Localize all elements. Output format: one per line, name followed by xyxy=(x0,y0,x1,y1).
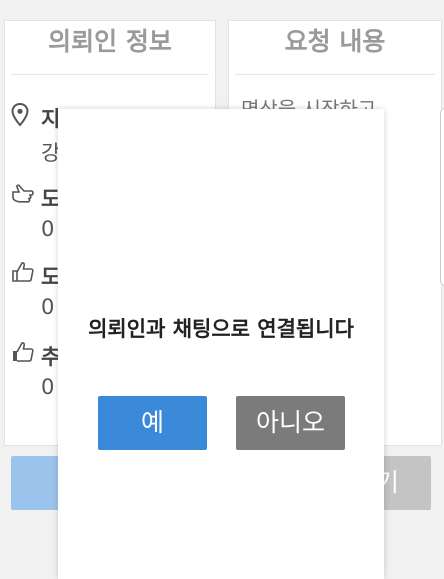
location-pin-icon xyxy=(11,102,33,129)
info-value: 0 xyxy=(41,375,55,399)
info-label: 지 xyxy=(41,107,61,131)
side-scroll-tab[interactable] xyxy=(440,108,444,286)
info-value: 0 xyxy=(41,217,55,241)
info-label: 추 xyxy=(41,345,61,369)
info-label: 도 xyxy=(41,265,61,289)
client-info-title: 의뢰인 정보 xyxy=(11,21,209,75)
info-label: 도 xyxy=(41,187,61,211)
info-value: 강 xyxy=(41,141,61,165)
thumbs-up-icon xyxy=(11,261,34,287)
yes-button[interactable]: 예 xyxy=(98,396,207,450)
info-value: 0 xyxy=(41,295,55,319)
dialog-message: 의뢰인과 채팅으로 연결됩니다 xyxy=(88,317,354,341)
pointing-hand-icon xyxy=(11,183,34,209)
confirm-dialog: 의뢰인과 채팅으로 연결됩니다 예 아니오 xyxy=(58,109,384,579)
request-title: 요청 내용 xyxy=(235,21,435,75)
no-button[interactable]: 아니오 xyxy=(236,396,345,450)
thumbs-up-filled-icon xyxy=(11,341,34,367)
